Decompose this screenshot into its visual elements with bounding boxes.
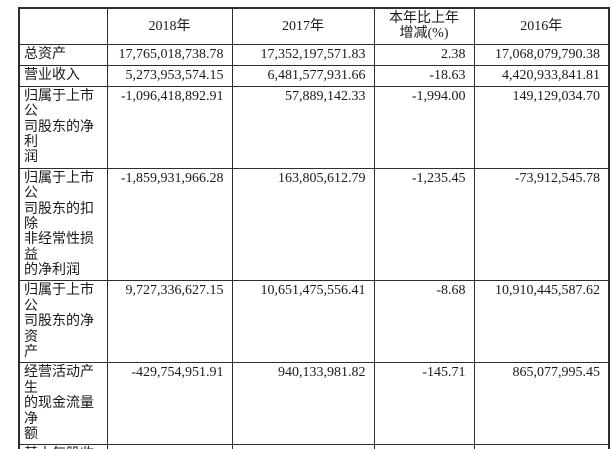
value-2018: 5,273,953,574.15	[106, 64, 233, 87]
table-row-basic-eps: 基本每股收益 (元/股) -0.3066 0.0162 -1,992.59 0.…	[18, 444, 610, 449]
value-2016: 17,068,079,790.38	[473, 43, 610, 66]
row-label: 总资产	[18, 43, 108, 66]
key-financials-table: 2018年 2017年 本年比上年 增减(%) 2016年 总资产 17,765…	[18, 7, 610, 449]
value-change: -18.63	[373, 64, 475, 87]
value-2017: 17,352,197,571.83	[231, 43, 375, 66]
header-2018: 2018年	[106, 7, 233, 45]
value-2016: 4,420,933,841.81	[473, 64, 610, 87]
value-2016: -73,912,545.78	[473, 167, 610, 282]
row-label: 归属于上市公 司股东的净利 润	[18, 85, 108, 169]
value-2017: 163,805,612.79	[231, 167, 375, 282]
row-label: 基本每股收益 (元/股)	[18, 444, 108, 449]
row-label: 营业收入	[18, 64, 108, 87]
table-row-total-assets: 总资产 17,765,018,738.78 17,352,197,571.83 …	[18, 43, 610, 66]
value-change: 2.38	[373, 43, 475, 66]
header-2016: 2016年	[473, 7, 610, 45]
value-2017: 0.0162	[231, 444, 375, 449]
value-2018: 9,727,336,627.15	[106, 280, 233, 364]
value-2018: -0.3066	[106, 444, 233, 449]
value-2017: 10,651,475,556.41	[231, 280, 375, 364]
value-2016: 865,077,995.45	[473, 362, 610, 446]
value-2017: 6,481,577,931.66	[231, 64, 375, 87]
table-row-net-profit: 归属于上市公 司股东的净利 润 -1,096,418,892.91 57,889…	[18, 85, 610, 169]
header-blank	[18, 7, 108, 45]
value-change: -1,235.45	[373, 167, 475, 282]
value-2018: -429,754,951.91	[106, 362, 233, 446]
value-2016: 0.0495	[473, 444, 610, 449]
row-label: 归属于上市公 司股东的扣除 非经常性损益 的净利润	[18, 167, 108, 282]
value-2017: 57,889,142.33	[231, 85, 375, 169]
table-row-operating-cash-flow: 经营活动产生 的现金流量净 额 -429,754,951.91 940,133,…	[18, 362, 610, 446]
value-change: -1,992.59	[373, 444, 475, 449]
table-row-net-assets: 归属于上市公 司股东的净资 产 9,727,336,627.15 10,651,…	[18, 280, 610, 364]
value-2016: 10,910,445,587.62	[473, 280, 610, 364]
value-2018: -1,096,418,892.91	[106, 85, 233, 169]
row-label: 经营活动产生 的现金流量净 额	[18, 362, 108, 446]
header-2017: 2017年	[231, 7, 375, 45]
value-change: -145.71	[373, 362, 475, 446]
value-2016: 149,129,034.70	[473, 85, 610, 169]
header-change: 本年比上年 增减(%)	[373, 7, 475, 45]
table-row-net-profit-excl-nonrecurring: 归属于上市公 司股东的扣除 非经常性损益 的净利润 -1,859,931,966…	[18, 167, 610, 282]
value-2018: 17,765,018,738.78	[106, 43, 233, 66]
table-row-revenue: 营业收入 5,273,953,574.15 6,481,577,931.66 -…	[18, 64, 610, 87]
value-2017: 940,133,981.82	[231, 362, 375, 446]
row-label: 归属于上市公 司股东的净资 产	[18, 280, 108, 364]
value-change: -8.68	[373, 280, 475, 364]
value-2018: -1,859,931,966.28	[106, 167, 233, 282]
value-change: -1,994.00	[373, 85, 475, 169]
table-header-row: 2018年 2017年 本年比上年 增减(%) 2016年	[18, 7, 610, 45]
